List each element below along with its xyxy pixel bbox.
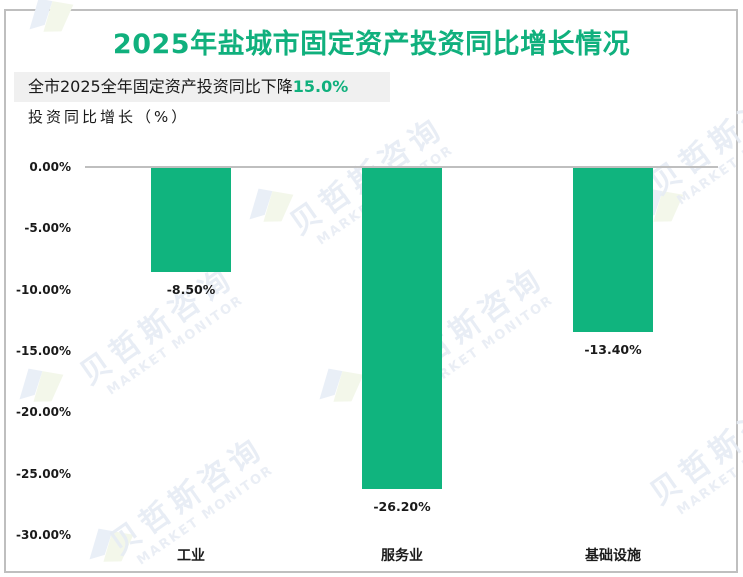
chart-frame bbox=[4, 9, 738, 573]
zero-axis-line bbox=[85, 166, 718, 168]
y-tick: -30.00% bbox=[16, 528, 71, 542]
bar-value-label: -26.20% bbox=[373, 499, 431, 515]
y-tick: -15.00% bbox=[16, 344, 71, 358]
y-tick: -20.00% bbox=[16, 405, 71, 419]
subtitle-banner: 全市2025全年固定资产投资同比下降15.0% bbox=[14, 72, 390, 102]
bar bbox=[362, 168, 442, 490]
y-tick: 0.00% bbox=[29, 160, 71, 174]
bar-value-label: -8.50% bbox=[166, 282, 216, 298]
x-category-label: 服务业 bbox=[381, 548, 423, 564]
subtitle-text: 全市2025全年固定资产投资同比下降 bbox=[28, 77, 293, 96]
y-tick: -25.00% bbox=[16, 467, 71, 481]
y-axis-title: 投资同比增长（%） bbox=[28, 108, 190, 126]
y-tick: -5.00% bbox=[24, 221, 71, 235]
bar bbox=[151, 168, 231, 273]
chart-title: 2025年盐城市固定资产投资同比增长情况 bbox=[112, 29, 631, 60]
y-tick: -10.00% bbox=[16, 283, 71, 297]
bar bbox=[573, 168, 653, 333]
bar-value-label: -13.40% bbox=[584, 342, 642, 358]
x-category-label: 工业 bbox=[177, 548, 205, 564]
subtitle-highlight-value: 15.0% bbox=[292, 77, 349, 96]
x-category-label: 基础设施 bbox=[585, 548, 641, 564]
